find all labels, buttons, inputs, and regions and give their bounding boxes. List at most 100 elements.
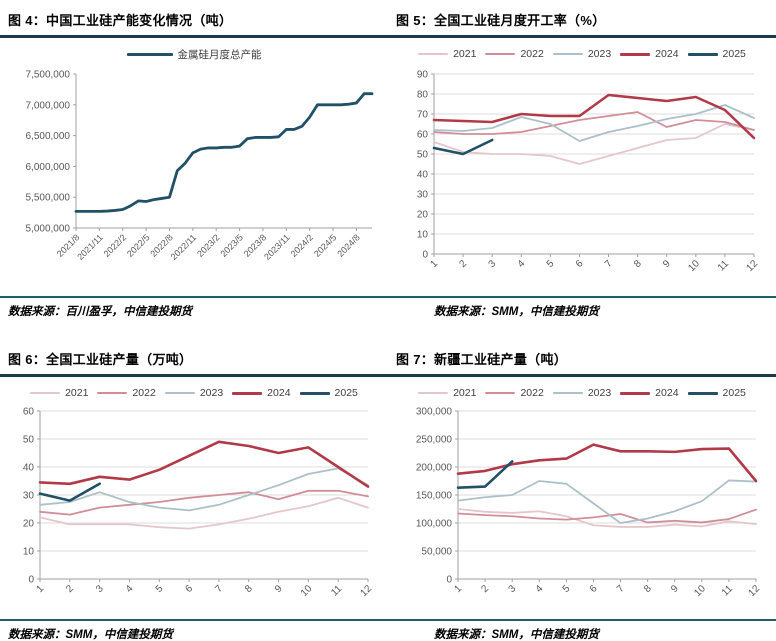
svg-text:5: 5 xyxy=(154,583,166,595)
series-2024 xyxy=(38,440,370,488)
svg-text:10: 10 xyxy=(417,230,429,241)
legend-line-swatch-icon xyxy=(485,52,516,56)
svg-text:250,000: 250,000 xyxy=(416,435,453,446)
legend-label: 2021 xyxy=(65,387,89,399)
svg-text:70: 70 xyxy=(417,110,429,121)
legend-item-2024: 2024 xyxy=(620,48,679,60)
svg-text:4: 4 xyxy=(534,583,546,595)
svg-text:12: 12 xyxy=(744,258,760,274)
series-2021 xyxy=(39,496,369,530)
axes xyxy=(433,74,754,255)
svg-text:2: 2 xyxy=(64,583,76,595)
svg-text:2022/11: 2022/11 xyxy=(169,232,199,262)
series-2024 xyxy=(456,443,758,483)
svg-text:6: 6 xyxy=(588,583,600,595)
svg-text:2022/2: 2022/2 xyxy=(102,232,129,259)
svg-text:4: 4 xyxy=(516,258,528,270)
svg-text:11: 11 xyxy=(720,583,735,598)
source-row-bottom: 数据来源：SMM，中信建投期货 数据来源：SMM，中信建投期货 xyxy=(0,619,776,641)
legend-item-2024: 2024 xyxy=(232,387,291,399)
gridlines xyxy=(458,410,756,552)
svg-text:5: 5 xyxy=(561,583,573,595)
svg-text:90: 90 xyxy=(417,70,429,81)
svg-text:7,500,000: 7,500,000 xyxy=(26,70,71,81)
legend-line-swatch-icon xyxy=(552,52,583,56)
axes xyxy=(75,74,372,229)
top-chart-row: 图 4：中国工业硅产能变化情况（吨） 金属硅月度总产能 5,000,000 5,5… xyxy=(0,2,776,290)
svg-text:6: 6 xyxy=(184,583,196,595)
svg-text:2023/11: 2023/11 xyxy=(262,232,292,262)
svg-text:2024/8: 2024/8 xyxy=(335,232,362,259)
series-2022 xyxy=(433,111,755,135)
legend-label: 2022 xyxy=(132,387,156,399)
svg-text:0: 0 xyxy=(422,250,428,261)
series-2025 xyxy=(432,138,494,156)
series-2023 xyxy=(457,479,757,524)
figure-5-source: 数据来源：SMM，中信建投期货 xyxy=(434,306,599,318)
gridlines xyxy=(40,410,368,552)
svg-text:3: 3 xyxy=(487,258,499,270)
svg-text:40: 40 xyxy=(23,463,35,474)
legend-item-2023: 2023 xyxy=(164,387,223,399)
y-axis-labels: 5,000,000 5,500,000 6,000,000 6,500,000 7,00… xyxy=(26,70,76,235)
series-2022 xyxy=(39,489,369,516)
svg-text:5,000,000: 5,000,000 xyxy=(26,224,71,235)
source-row-top: 数据来源：百川盈孚，中信建投期货 数据来源：SMM，中信建投期货 xyxy=(0,296,776,323)
legend-line-swatch-icon xyxy=(97,391,128,395)
figure-5-panel: 图 5：全国工业硅月度开工率（%） 2021 2022 2023 2024 2025 0… xyxy=(388,2,776,290)
x-axis-labels: 1 2 3 4 5 6 7 8 9 10 11 12 xyxy=(428,254,760,274)
legend-label: 2022 xyxy=(520,387,544,399)
svg-text:2: 2 xyxy=(480,583,492,595)
svg-text:60: 60 xyxy=(23,407,35,418)
figure-4-source: 数据来源：百川盈孚，中信建投期货 xyxy=(8,306,192,318)
legend-line-swatch-icon xyxy=(485,391,516,395)
svg-text:1: 1 xyxy=(34,583,46,595)
svg-text:10: 10 xyxy=(686,258,702,274)
figure-7-legend: 2021 2022 2023 2024 2025 xyxy=(388,385,776,401)
svg-text:0: 0 xyxy=(446,575,452,586)
x-axis-labels: 1 2 3 4 5 6 7 8 9 10 11 12 xyxy=(34,579,374,599)
legend-item-2021: 2021 xyxy=(418,387,476,399)
figure-6-source: 数据来源：SMM，中信建投期货 xyxy=(8,629,173,641)
legend-label: 金属硅月度总产能 xyxy=(177,48,262,61)
svg-text:7: 7 xyxy=(213,583,225,595)
svg-text:7: 7 xyxy=(603,258,615,270)
svg-text:5,500,000: 5,500,000 xyxy=(26,193,71,204)
svg-text:11: 11 xyxy=(329,583,344,598)
svg-text:2024/5: 2024/5 xyxy=(312,232,339,259)
svg-text:80: 80 xyxy=(417,90,429,101)
legend-label: 2025 xyxy=(722,48,746,60)
svg-text:3: 3 xyxy=(507,583,519,595)
svg-text:10: 10 xyxy=(299,583,315,599)
legend-line-swatch-icon xyxy=(687,391,718,395)
legend-item-2022: 2022 xyxy=(485,48,544,60)
legend-label: 2025 xyxy=(722,387,746,399)
svg-text:9: 9 xyxy=(669,583,681,595)
figure-6-legend: 2021 2022 2023 2024 2025 xyxy=(0,385,388,401)
series-2023 xyxy=(39,467,369,512)
legend-label: 2024 xyxy=(655,48,679,60)
legend-item-2022: 2022 xyxy=(97,387,156,399)
svg-text:2021/11: 2021/11 xyxy=(75,232,105,262)
legend-label: 2022 xyxy=(520,48,544,60)
legend-item-金属硅月度总产能: 金属硅月度总产能 xyxy=(126,47,262,62)
svg-text:4: 4 xyxy=(124,583,136,595)
figure-5-legend: 2021 2022 2023 2024 2025 xyxy=(388,46,776,62)
svg-text:50: 50 xyxy=(23,435,35,446)
legend-item-2021: 2021 xyxy=(418,48,476,60)
svg-text:5: 5 xyxy=(545,258,557,270)
legend-line-swatch-icon xyxy=(126,52,173,56)
series-2021 xyxy=(433,123,755,165)
legend-line-swatch-icon xyxy=(620,52,651,56)
svg-text:2: 2 xyxy=(458,258,470,270)
svg-text:10: 10 xyxy=(23,547,35,558)
svg-text:6,000,000: 6,000,000 xyxy=(26,162,71,173)
svg-text:12: 12 xyxy=(746,583,762,599)
series-2025 xyxy=(38,482,101,502)
legend-line-swatch-icon xyxy=(232,391,263,395)
svg-text:100,000: 100,000 xyxy=(416,519,453,530)
x-axis-labels: 2021/82021/112022/22022/52022/82022/1120… xyxy=(55,228,362,262)
legend-line-swatch-icon xyxy=(299,391,330,395)
